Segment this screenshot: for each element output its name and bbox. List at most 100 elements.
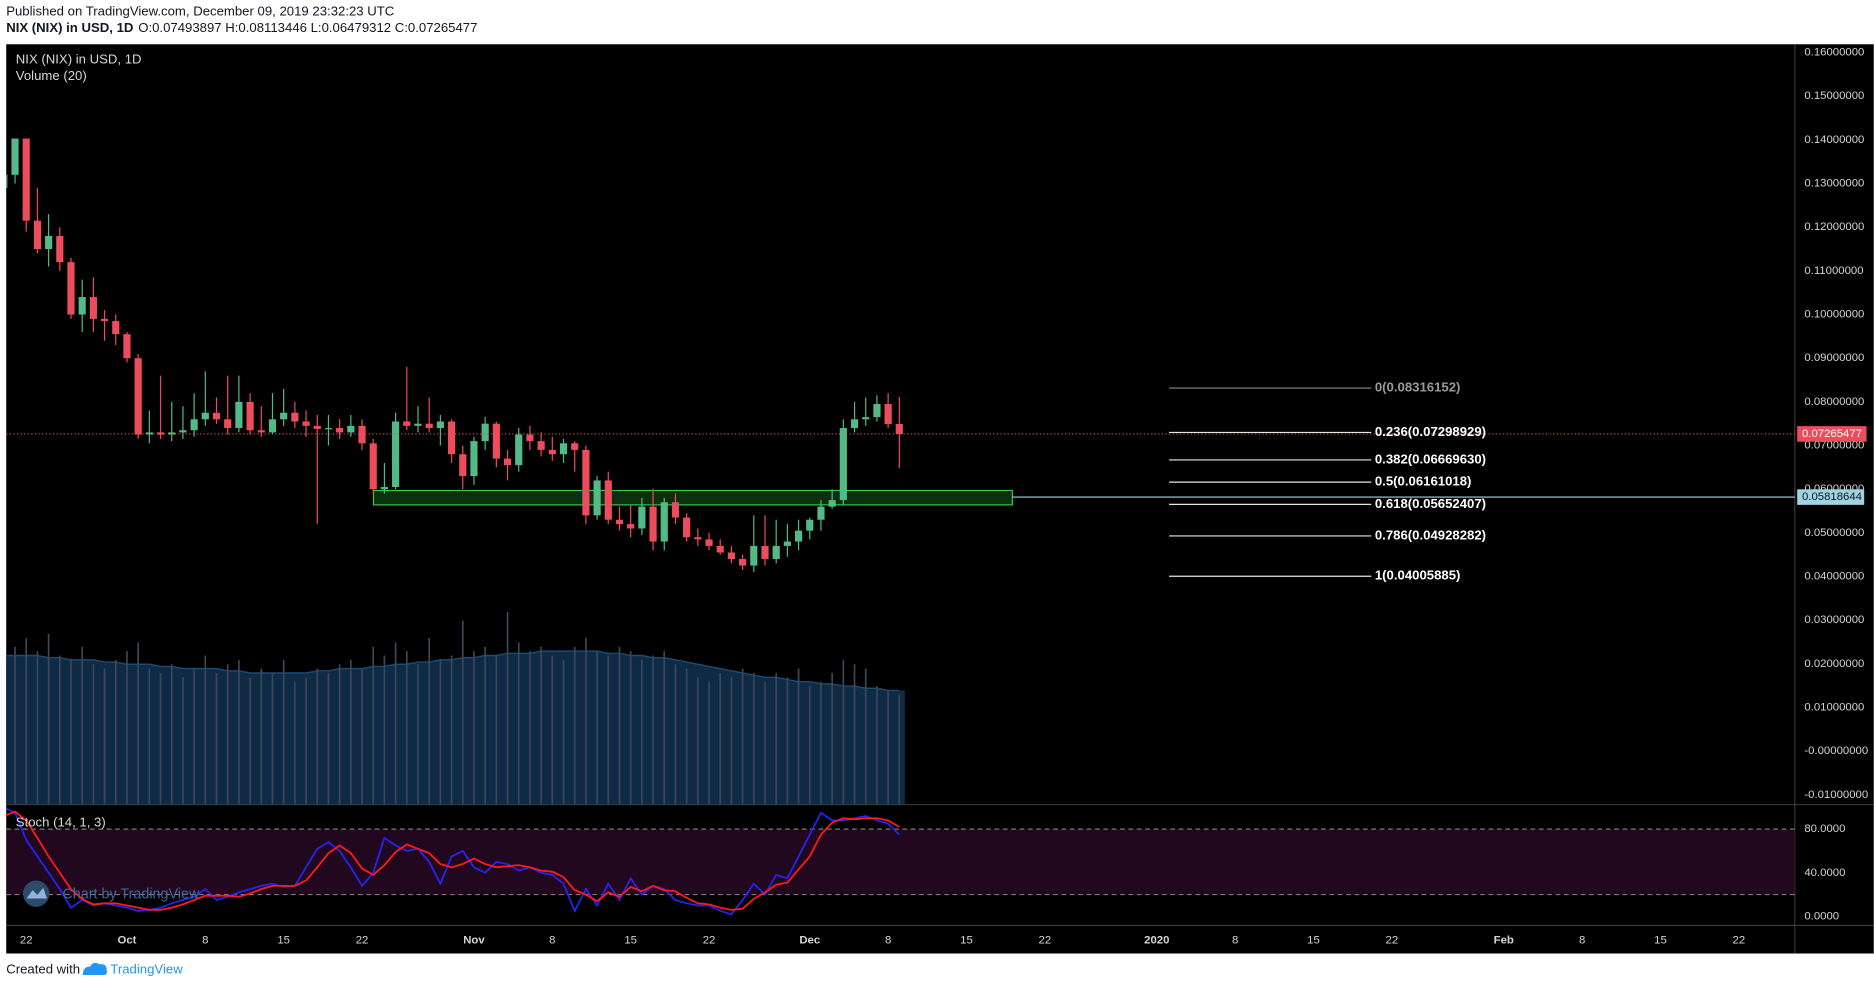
volume-bar <box>786 677 789 804</box>
volume-bar <box>249 677 251 804</box>
candle-body <box>414 423 422 426</box>
candle-body <box>727 552 736 560</box>
candle-body <box>559 443 568 455</box>
candle-body <box>459 454 467 477</box>
candle-body <box>447 421 456 455</box>
footer-created: Created with <box>6 962 80 977</box>
candle-body <box>134 358 142 435</box>
candle-body <box>33 220 42 250</box>
volume-bar <box>808 686 811 804</box>
candle-body <box>761 545 769 560</box>
volume-bar <box>103 668 106 804</box>
watermark: Chart by TradingView <box>22 880 200 907</box>
candle-body <box>302 421 310 426</box>
volume-bar <box>372 646 375 804</box>
candle-body <box>604 480 612 520</box>
volume-bar <box>506 611 509 804</box>
y-tick-label: -0.01000000 <box>1804 789 1868 801</box>
published-line: Published on TradingView.com, December 0… <box>6 3 394 18</box>
candle-body <box>324 428 333 430</box>
candle-body <box>615 519 624 525</box>
candle-body <box>660 502 668 542</box>
candle-body <box>515 434 523 466</box>
level-tag <box>1797 489 1865 505</box>
candle-body <box>156 432 165 435</box>
volume-bar <box>730 677 733 804</box>
candle-body <box>817 506 825 520</box>
candle-body <box>336 428 344 433</box>
y-tick-label: 0.03000000 <box>1804 614 1864 626</box>
volume-bar <box>137 642 139 804</box>
volume-bar <box>193 668 195 804</box>
candle-body <box>425 423 433 429</box>
volume-bar <box>170 664 173 804</box>
candle-body <box>369 443 377 490</box>
volume-bar <box>282 659 285 804</box>
volume-bar <box>383 655 386 804</box>
volume-bar <box>58 655 61 804</box>
volume-bar <box>327 672 330 804</box>
fib-label: 0.236(0.07298929) <box>1375 424 1486 439</box>
x-tick-label: 8 <box>202 934 208 946</box>
y-tick-label: 0.10000000 <box>1804 309 1864 321</box>
volume-bar <box>696 677 699 804</box>
candle-body <box>212 412 221 420</box>
y-tick-label: 0.08000000 <box>1804 396 1864 408</box>
pane-title: NIX (NIX) in USD, 1D <box>16 51 142 66</box>
candle-body <box>380 486 389 490</box>
x-tick-label: 15 <box>1654 934 1667 946</box>
candle-body <box>268 419 277 433</box>
candle-body <box>224 419 232 429</box>
volume-bar <box>215 672 218 804</box>
stoch-line <box>6 810 900 911</box>
volume-bar <box>517 642 520 804</box>
candle-body <box>772 545 780 560</box>
x-tick-label: 8 <box>549 934 555 946</box>
candle-body <box>179 430 187 433</box>
support-zone <box>372 489 1013 506</box>
volume-bar <box>226 664 229 804</box>
watermark-text: Chart by TradingView <box>62 887 200 903</box>
volume-bar <box>752 672 755 804</box>
footer-brand[interactable]: TradingView <box>110 962 183 977</box>
candle-body <box>235 401 243 429</box>
volume-bar <box>876 686 878 804</box>
volume-bar <box>439 659 442 804</box>
candle-body <box>45 235 53 250</box>
candle-body <box>503 458 512 466</box>
volume-bar <box>607 655 610 804</box>
candle-body <box>683 517 691 538</box>
volume-bar <box>674 664 677 804</box>
candle-body <box>649 506 657 542</box>
volume-bar <box>25 638 28 804</box>
volume-bar <box>652 655 654 804</box>
candle-body <box>850 419 859 429</box>
volume-bar <box>596 651 598 804</box>
candle-body <box>537 441 545 450</box>
volume-bar <box>618 646 621 804</box>
y-tick-label: 0.12000000 <box>1804 221 1864 233</box>
volume-bar <box>842 659 845 804</box>
x-tick-label: Feb <box>1494 934 1514 946</box>
y-tick-label: 0.09000000 <box>1804 352 1864 364</box>
volume-bar <box>14 646 16 804</box>
plot-layer: 22 Oct 8 15 22 Nov 8 15 22 Dec 8 15 22 2020 8 15 22 Feb 8 1… <box>6 47 1868 946</box>
volume-bar <box>405 651 408 804</box>
volume-bar <box>114 659 117 804</box>
volume-bar <box>126 651 128 804</box>
candle-body <box>571 443 579 450</box>
fib-label: 0(0.08316152) <box>1375 380 1461 395</box>
candle-body <box>750 545 758 566</box>
stoch-pane <box>6 807 1795 916</box>
x-tick-label: 15 <box>624 934 637 946</box>
candle-body <box>705 539 713 546</box>
x-tick-label: 22 <box>356 934 369 946</box>
volume-bar <box>338 664 341 804</box>
candle-body <box>526 434 534 442</box>
candle-body <box>828 500 836 507</box>
ohlc-line: O:0.07493897 H:0.08113446 L:0.06479312 C… <box>138 20 477 35</box>
volume-bar <box>495 655 498 804</box>
volume-bar <box>864 668 867 804</box>
volume-bar <box>81 646 84 804</box>
